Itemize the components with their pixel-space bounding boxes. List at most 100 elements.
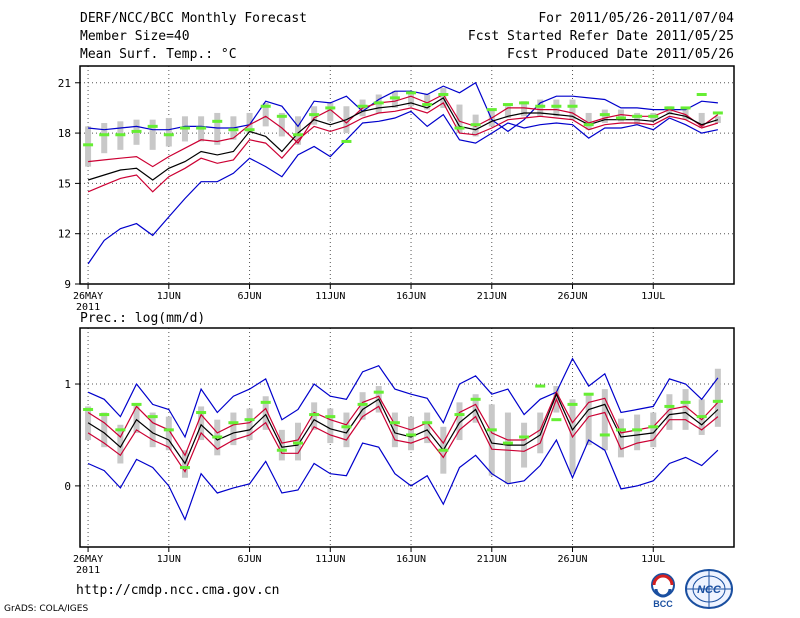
spread-box: [278, 429, 285, 461]
spread-box: [295, 422, 301, 461]
observed-marker: [615, 116, 626, 120]
spread-box: [198, 406, 205, 441]
spread-box: [246, 408, 253, 441]
ncc-logo-text: NCC: [697, 584, 722, 596]
series-line-mean: [87, 97, 719, 181]
series-line-min: [87, 110, 719, 265]
observed-marker: [551, 104, 562, 108]
bcc-logo: BCC: [651, 573, 675, 609]
spread-box: [424, 94, 431, 110]
spread-box: [85, 126, 92, 167]
spread-box: [585, 394, 592, 446]
observed-marker: [389, 421, 400, 425]
series-line-upper: [88, 93, 719, 168]
observed-marker: [470, 397, 481, 401]
x-year-label: 2011: [76, 302, 100, 313]
spread-box: [391, 412, 398, 448]
precipitation-panel: 0 1 26MAY 1JUN 6JUN 11JUN 16JUN 21JUN 26JUN 1JUL 2…: [64, 311, 735, 576]
observed-marker: [680, 400, 691, 404]
spread-box: [246, 112, 253, 134]
observed-marker: [293, 133, 303, 137]
spread-box: [101, 412, 108, 448]
observed-marker: [422, 421, 433, 425]
spread-box: [714, 368, 721, 427]
series-line-max: [88, 81, 718, 133]
observed-marker: [325, 415, 336, 419]
observed-marker: [632, 114, 643, 118]
spread-box: [472, 394, 479, 423]
spread-box: [117, 424, 124, 464]
member-size: Member Size=40: [80, 29, 190, 44]
observed-marker: [438, 448, 449, 452]
observed-marker: [276, 448, 287, 452]
spread-box: [262, 102, 269, 127]
observed-marker: [228, 421, 239, 425]
observed-marker: [163, 428, 174, 432]
observed-marker: [648, 425, 659, 429]
x-tick-label: 1JUL: [641, 554, 665, 565]
ncc-logo: NCC: [685, 569, 733, 609]
y-tick-label: 9: [64, 278, 71, 291]
x-tick-label: 11JUN: [315, 291, 345, 302]
y-tick-label: 0: [64, 480, 71, 493]
observed-marker: [615, 428, 626, 432]
x-tick-label: 1JUN: [157, 291, 181, 302]
chart-title: DERF/NCC/BCC Monthly Forecast: [80, 11, 307, 26]
observed-marker: [583, 392, 594, 396]
x-tick-label: 6JUN: [238, 554, 262, 565]
spread-box: [617, 418, 624, 458]
y-tick-label: 1: [64, 378, 71, 391]
observed-marker: [341, 425, 352, 429]
observed-marker: [599, 433, 610, 437]
x-tick-label: 16JUN: [396, 291, 426, 302]
observed-marker: [131, 129, 142, 133]
grads-credit: GrADS: COLA/IGES: [4, 604, 89, 614]
x-tick-label: 21JUN: [477, 554, 507, 565]
series-line-lower: [87, 397, 719, 473]
series-line-min: [87, 438, 719, 522]
observed-marker: [131, 402, 142, 406]
observed-marker: [519, 101, 530, 105]
spread-box: [278, 112, 285, 137]
spread-box: [617, 109, 624, 122]
spread-box: [634, 112, 641, 125]
spread-box: [634, 414, 641, 451]
observed-marker: [115, 428, 126, 432]
spread-box: [698, 112, 705, 129]
spread-box: [295, 116, 301, 145]
spread-box: [521, 101, 528, 117]
spread-box: [585, 112, 592, 130]
bcc-logo-text: BCC: [653, 599, 673, 609]
spread-box: [133, 404, 140, 433]
x-tick-label: 1JUN: [157, 554, 181, 565]
observed-marker: [680, 106, 691, 110]
spread-box: [408, 91, 415, 107]
x-tick-label: 1JUL: [641, 291, 665, 302]
observed-marker: [244, 128, 255, 132]
observed-marker: [389, 96, 400, 100]
observed-marker: [454, 413, 465, 417]
precipitation-frame: [79, 327, 735, 548]
observed-marker: [99, 413, 110, 417]
series-line-lower: [87, 102, 719, 193]
spread-box: [408, 416, 415, 451]
spread-box: [101, 123, 108, 154]
spread-box: [456, 104, 463, 134]
observed-marker: [357, 104, 368, 108]
spread-box: [666, 394, 673, 430]
x-year-label: 2011: [76, 565, 100, 576]
observed-marker: [163, 133, 174, 137]
observed-marker: [406, 433, 417, 437]
observed-marker: [583, 123, 594, 127]
observed-marker: [212, 119, 223, 123]
observed-marker: [260, 400, 271, 404]
spread-box: [424, 412, 431, 444]
spread-box: [553, 99, 560, 117]
x-tick-label: 26JUN: [557, 554, 587, 565]
spread-box: [391, 91, 398, 108]
series-line-max: [87, 357, 719, 439]
source-url[interactable]: http://cmdp.ncc.cma.gov.cn: [76, 583, 280, 598]
y-tick-label: 21: [58, 77, 71, 90]
y-tick-label: 18: [58, 127, 71, 140]
